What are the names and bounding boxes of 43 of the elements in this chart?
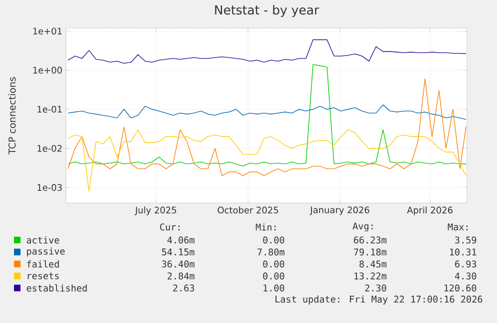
text: 120.60 xyxy=(444,284,476,292)
text: Max: xyxy=(448,224,468,230)
y-tick-label: 1e-02 xyxy=(38,144,62,152)
y-tick-label: 1e+01 xyxy=(33,28,62,34)
text: 36.40m xyxy=(162,260,194,268)
y-tick-label: 1e-01 xyxy=(38,106,62,113)
text: 4.30 xyxy=(454,272,476,280)
legend-label: failed xyxy=(27,260,59,268)
text: 1.00 xyxy=(264,284,284,292)
text: 54.15m xyxy=(162,248,194,256)
text: 6.93 xyxy=(455,260,476,268)
text: 0.00 xyxy=(263,260,284,268)
text: 10.31 xyxy=(450,248,476,256)
text: 3.59 xyxy=(455,236,476,244)
x-tick-label: July 2025 xyxy=(134,206,176,216)
y-tick-label: 1e+00 xyxy=(33,66,62,74)
text: 2.30 xyxy=(365,284,386,292)
text: 66.23m xyxy=(354,236,386,244)
y-axis-title: TCP connections xyxy=(8,77,16,154)
text: 0.00 xyxy=(263,236,284,244)
text: Last update: Fri May 22 17:00:16 2026 xyxy=(276,296,482,304)
text: 13.22m xyxy=(354,272,386,280)
line-series xyxy=(68,104,466,120)
x-tick-label: January 2026 xyxy=(310,206,370,216)
text: 2.84m xyxy=(168,272,194,280)
text: 7.80m xyxy=(258,248,284,256)
legend-label: resets xyxy=(28,272,59,280)
chart-title: Netstat - by year xyxy=(215,4,320,18)
text: Min: xyxy=(256,223,276,231)
text: 4.06m xyxy=(167,236,194,244)
text: Cur: xyxy=(160,224,180,230)
x-tick-label: October 2025 xyxy=(218,206,278,214)
text: Avg: xyxy=(352,222,373,232)
y-tick-label: 1e-03 xyxy=(38,184,62,191)
legend-label: established xyxy=(26,284,87,292)
text: 79.18m xyxy=(354,248,386,256)
text: 2.63 xyxy=(173,284,194,292)
legend-label: active xyxy=(26,236,60,244)
text: 8.45m xyxy=(360,260,386,268)
line-series xyxy=(68,64,466,167)
text: 0.00 xyxy=(263,272,284,280)
x-tick-label: April 2026 xyxy=(406,206,453,216)
legend-label: passive xyxy=(27,248,65,256)
